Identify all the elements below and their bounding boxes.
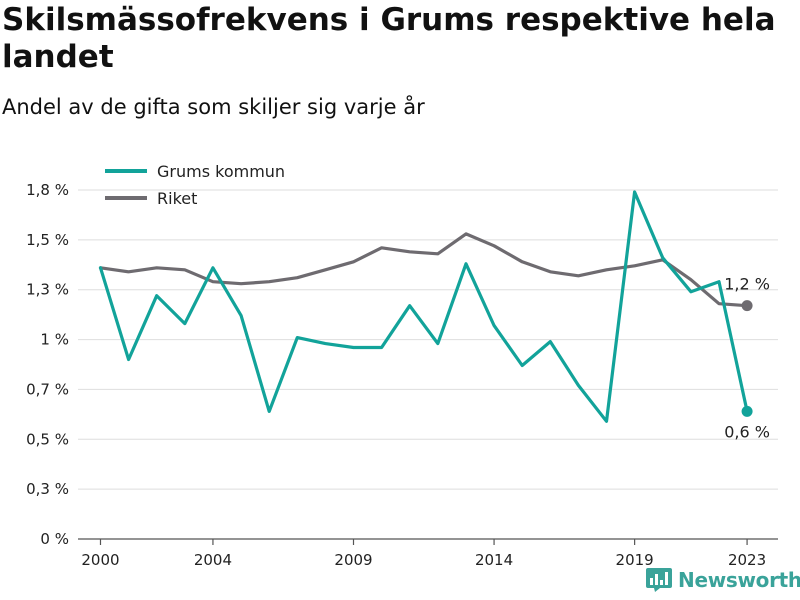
end-point-grums — [741, 405, 753, 417]
end-value-label-riket: 1,2 % — [724, 275, 770, 294]
legend: Grums kommun Riket — [105, 162, 285, 208]
x-axis: 2000 2004 2009 2014 2019 2023 — [78, 538, 778, 569]
brand-name: Newsworthy — [678, 568, 800, 592]
y-tick-label: 0,3 % — [26, 480, 69, 498]
grid-layer: 0 % 0,3 % 0,5 % 0,7 % 1 % 1,3 % 1,5 % 1,8 % — [26, 181, 778, 548]
series-layer — [98, 190, 753, 423]
end-value-label-grums: 0,6 % — [724, 422, 770, 441]
legend-label: Riket — [157, 189, 197, 208]
y-tick-label: 1,5 % — [26, 231, 69, 249]
x-tick-label: 2004 — [194, 551, 232, 569]
end-point-riket — [741, 300, 753, 312]
bar-chart-logo-icon — [646, 568, 672, 592]
series-line-grums — [98, 190, 749, 423]
y-tick-label: 0 % — [40, 530, 69, 548]
y-tick-label: 0,5 % — [26, 430, 69, 448]
y-tick-label: 0,7 % — [26, 380, 69, 398]
x-tick-label: 2000 — [81, 551, 119, 569]
x-tick-label: 2009 — [334, 551, 372, 569]
newsworthy-brand: Newsworthy — [646, 568, 800, 592]
y-tick-label: 1 % — [40, 331, 69, 349]
x-tick-label: 2014 — [475, 551, 513, 569]
x-tick-label: 2023 — [728, 551, 766, 569]
chart-subtitle: Andel av de gifta som skiljer sig varje … — [2, 95, 425, 119]
label-layer: 1,2 % 0,6 % — [724, 275, 770, 442]
legend-label: Grums kommun — [157, 162, 285, 181]
chart-title: Skilsmässofrekvens i Grums respektive he… — [2, 2, 776, 75]
x-tick-label: 2019 — [616, 551, 654, 569]
y-tick-label: 1,8 % — [26, 181, 69, 199]
y-tick-label: 1,3 % — [26, 281, 69, 299]
